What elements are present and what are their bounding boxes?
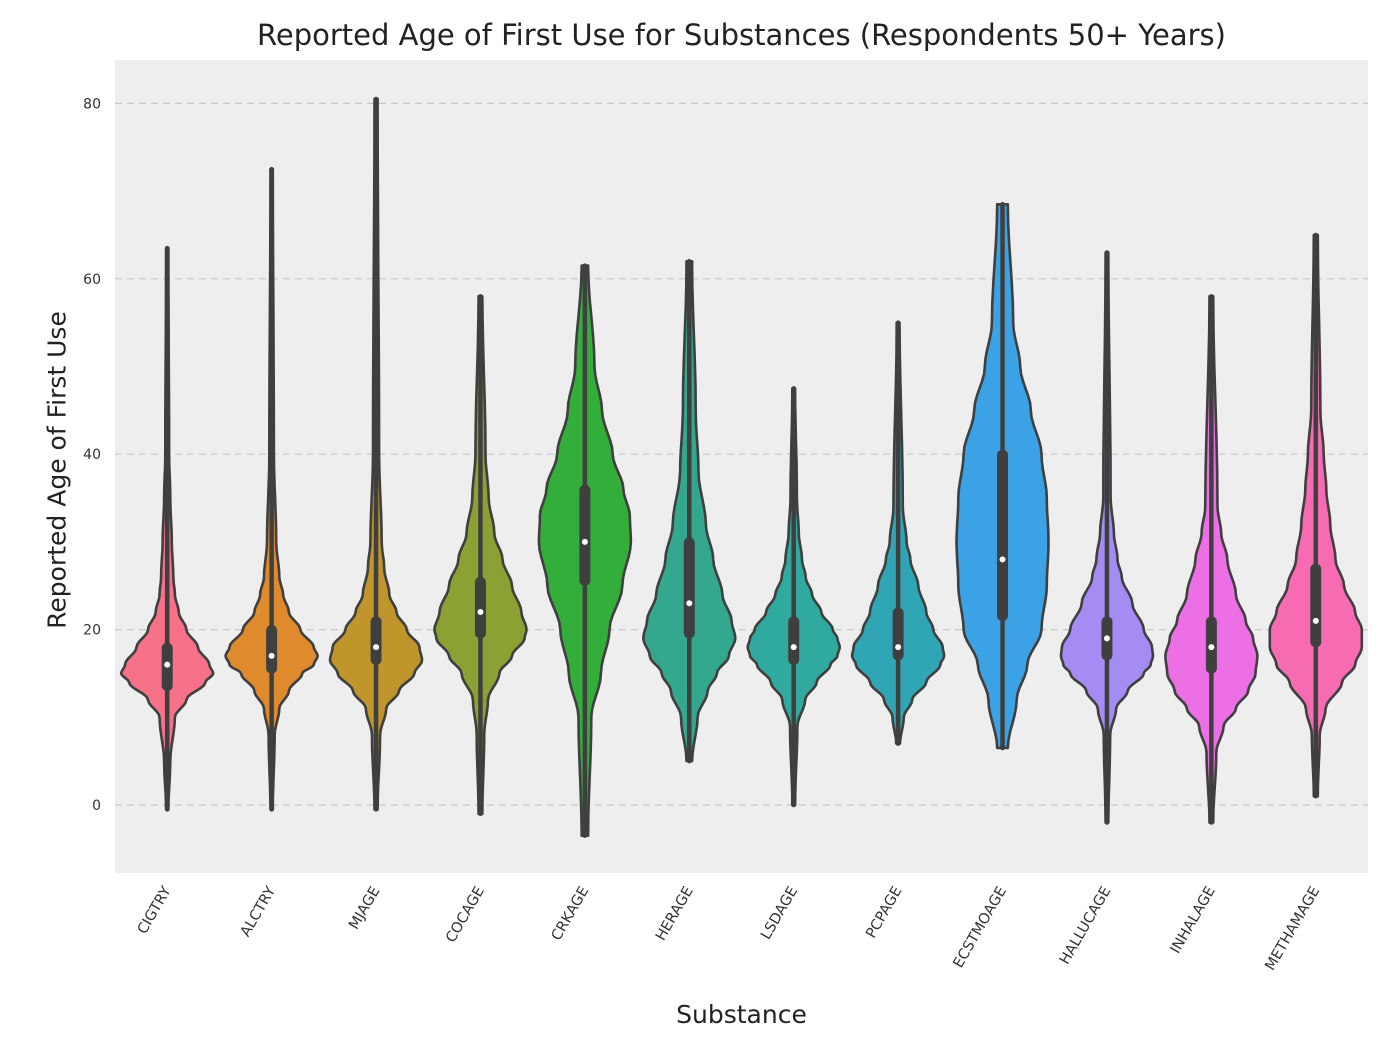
violin-iqr-box	[683, 537, 695, 639]
x-tick-label: COCAGE	[443, 884, 488, 945]
x-tick-label: METHAMAGE	[1262, 884, 1323, 973]
violin-iqr-box	[370, 616, 382, 665]
violin-median	[1103, 635, 1110, 642]
x-tick-label: CIGTRY	[135, 884, 175, 937]
violin-median	[1312, 617, 1319, 624]
violin-median	[581, 538, 588, 545]
x-tick-label: LSDAGE	[758, 884, 801, 942]
y-tick-label: 60	[83, 272, 101, 288]
x-tick-label: HALLUCAGE	[1057, 884, 1114, 967]
y-tick-label: 20	[83, 623, 101, 639]
x-axis-label: Substance	[676, 1000, 807, 1029]
x-tick-label: INHALAGE	[1168, 884, 1219, 956]
violin-median	[477, 609, 484, 616]
x-tick-label: ECSTMOAGE	[951, 884, 1010, 971]
violin-median	[895, 644, 902, 651]
violin-iqr-box	[266, 625, 278, 674]
violin-iqr-box	[788, 616, 800, 665]
violin-iqr-box	[997, 449, 1009, 621]
violin-median	[268, 652, 275, 659]
x-tick-label: PCPAGE	[863, 884, 905, 941]
y-tick-label: 80	[83, 96, 101, 112]
plot-area	[115, 60, 1368, 873]
violin-iqr-box	[892, 607, 904, 661]
violin-iqr-box	[1310, 563, 1322, 648]
y-tick-label: 0	[92, 798, 101, 814]
violin-median	[999, 556, 1006, 563]
chart-title: Reported Age of First Use for Substances…	[257, 18, 1226, 52]
violin-median	[1208, 644, 1215, 651]
x-tick-label: ALCTRY	[238, 884, 279, 940]
violin-median	[686, 600, 693, 607]
violin-iqr-box	[579, 484, 591, 586]
x-tick-label: CRKAGE	[549, 884, 593, 944]
violin-median	[373, 644, 380, 651]
x-tick-label: HERAGE	[653, 884, 697, 944]
y-tick-label: 40	[83, 447, 101, 463]
violin-median	[790, 644, 797, 651]
violin-median	[164, 661, 171, 668]
violin-iqr-box	[474, 576, 486, 639]
x-tick-label: MJAGE	[346, 884, 383, 932]
